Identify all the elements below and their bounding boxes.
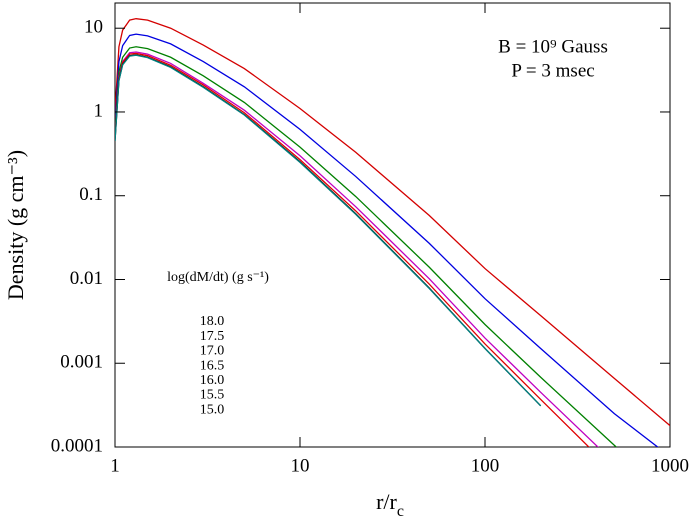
x-tick-label: 10: [291, 455, 310, 476]
x-tick-label: 100: [471, 455, 500, 476]
legend-entry: 17.0: [200, 344, 225, 359]
line: [115, 54, 542, 407]
legend-entry: 15.0: [200, 402, 225, 417]
y-tick-label: 1: [94, 100, 104, 121]
line: [115, 52, 590, 447]
line: [115, 54, 542, 407]
legend-entry: 15.5: [200, 388, 225, 403]
curves: [115, 18, 670, 447]
legend-entry: 16.0: [200, 373, 225, 388]
line: [115, 51, 599, 447]
y-tick-label: 0.0001: [51, 435, 103, 456]
y-tick-label: 10: [84, 17, 103, 38]
x-axis-label-sub: c: [397, 503, 404, 520]
line: [115, 46, 618, 447]
legend-entry: 16.5: [200, 358, 225, 373]
x-axis-label-main: r/r: [376, 489, 397, 514]
legend-entry: 17.5: [200, 329, 225, 344]
annotation: P = 3 msec: [511, 60, 594, 81]
legend-title: log(dM/dt) (g s⁻¹): [167, 270, 269, 285]
annotation: B = 10⁹ Gauss: [498, 36, 608, 57]
y-tick-label: 0.001: [60, 352, 103, 373]
y-tick-label: 0.01: [70, 268, 103, 289]
y-axis-label: Density (g cm⁻³): [3, 150, 28, 300]
plot-frame: [114, 2, 671, 448]
x-tick-label: 1000: [651, 455, 689, 476]
line: [115, 18, 670, 427]
line: [115, 33, 659, 447]
y-tick-label: 0.1: [79, 184, 103, 205]
x-tick-label: 1: [110, 455, 120, 476]
x-axis-label: r/rc: [376, 489, 404, 520]
legend-entry: 18.0: [200, 314, 225, 329]
